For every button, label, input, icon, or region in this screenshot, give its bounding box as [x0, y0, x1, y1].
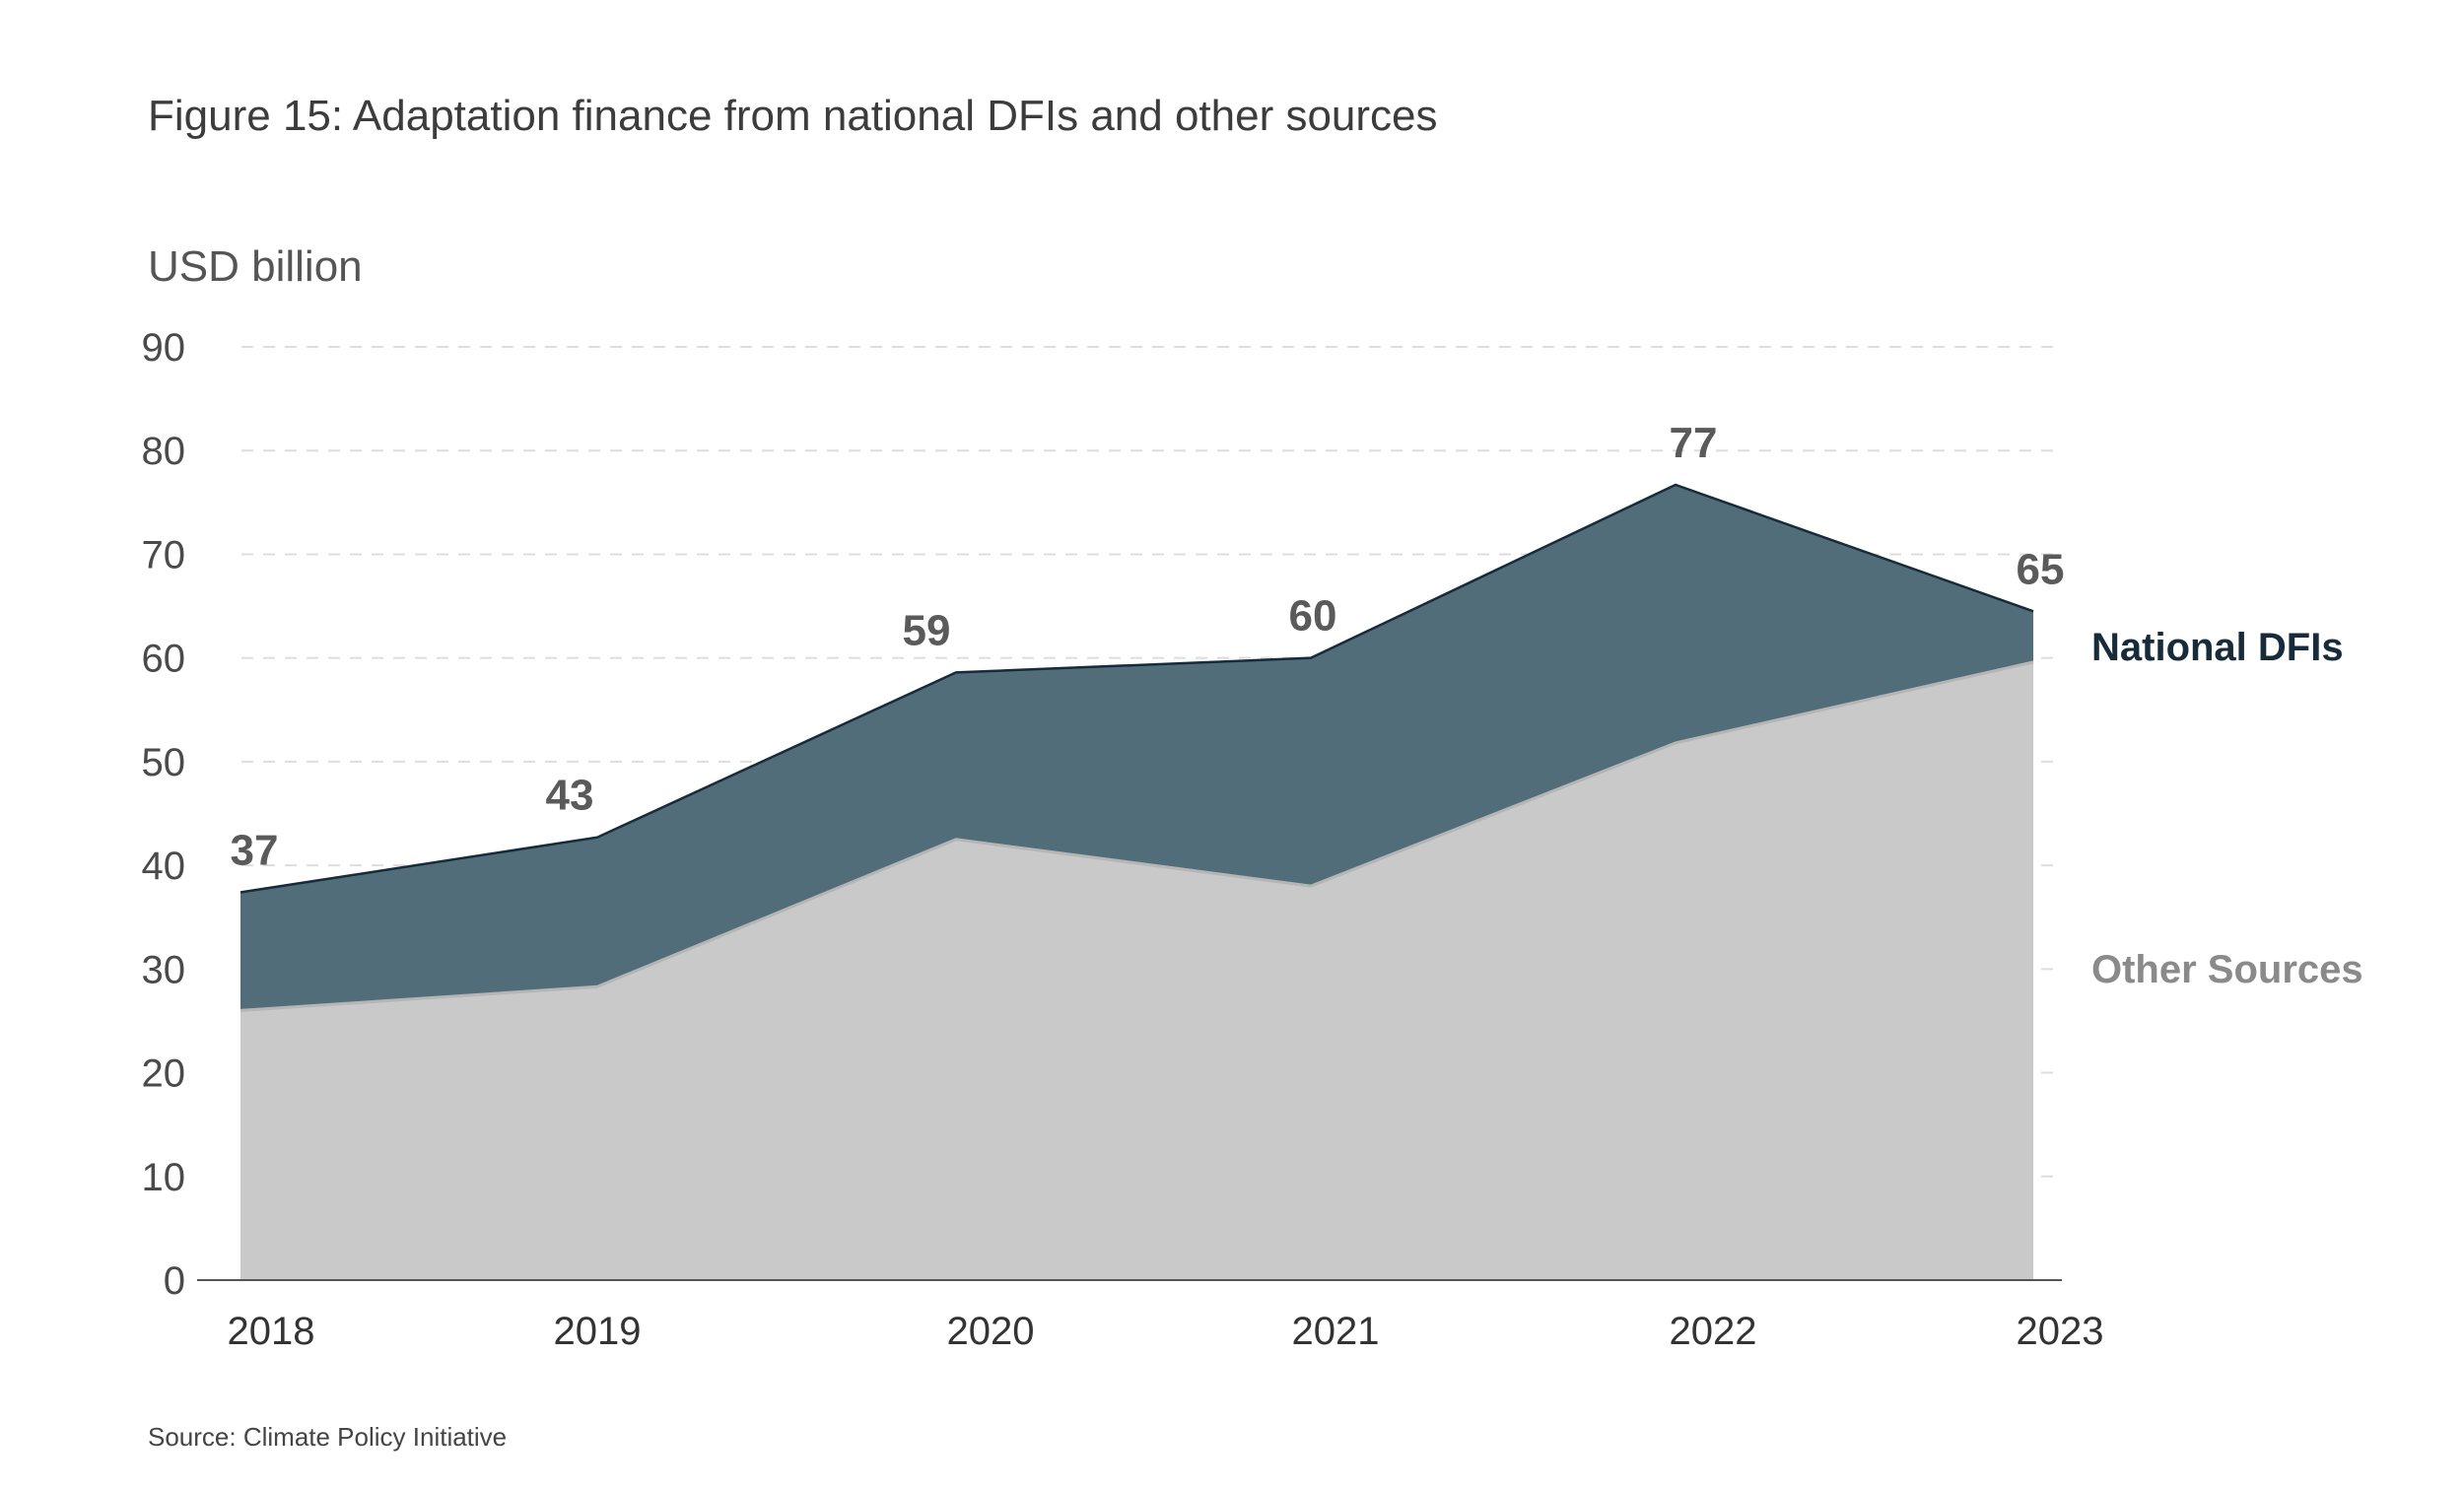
total-value-labels: 37 43 59 60 77 65 — [231, 419, 2065, 875]
x-tick-label: 2019 — [554, 1310, 642, 1353]
total-value-label: 65 — [2017, 545, 2065, 593]
series-label-national-dfis: National DFIs — [2091, 626, 2344, 669]
source-note: Source: Climate Policy Initiative — [148, 1422, 507, 1452]
x-tick-label: 2023 — [2017, 1310, 2104, 1353]
x-tick-label: 2020 — [947, 1310, 1035, 1353]
x-tick-label: 2021 — [1292, 1310, 1380, 1353]
total-value-label: 77 — [1670, 419, 1718, 467]
area-national-dfis — [240, 484, 2033, 1011]
series-label-other-sources: Other Sources — [2091, 948, 2363, 991]
y-tick-label: 10 — [142, 1156, 186, 1199]
line-total — [240, 483, 2034, 894]
x-axis-ticks: 2018 2019 2020 2021 2022 2023 — [228, 1310, 2104, 1353]
y-tick-label: 60 — [142, 638, 186, 681]
area-other-sources — [240, 661, 2033, 1280]
y-tick-label: 50 — [142, 741, 186, 784]
y-axis-ticks: 0 10 20 30 40 50 60 70 80 90 — [142, 326, 186, 1303]
y-axis-unit-label: USD billion — [148, 242, 363, 291]
y-tick-label: 30 — [142, 948, 186, 991]
y-tick-label: 80 — [142, 430, 186, 473]
y-tick-label: 40 — [142, 845, 186, 888]
x-tick-label: 2018 — [228, 1310, 315, 1353]
total-value-label: 37 — [231, 826, 279, 874]
x-tick-label: 2022 — [1670, 1310, 1757, 1353]
y-tick-label: 0 — [164, 1259, 185, 1303]
stacked-areas — [197, 483, 2062, 1281]
total-value-label: 43 — [546, 772, 594, 820]
chart-title: Figure 15: Adaptation finance from natio… — [148, 92, 1438, 140]
line-other-sources — [240, 660, 2034, 1012]
y-tick-label: 20 — [142, 1052, 186, 1096]
total-value-label: 59 — [903, 606, 951, 654]
total-value-label: 60 — [1289, 592, 1337, 641]
y-tick-label: 70 — [142, 533, 186, 576]
y-tick-label: 90 — [142, 326, 186, 370]
series-labels: National DFIs Other Sources — [2091, 626, 2363, 991]
